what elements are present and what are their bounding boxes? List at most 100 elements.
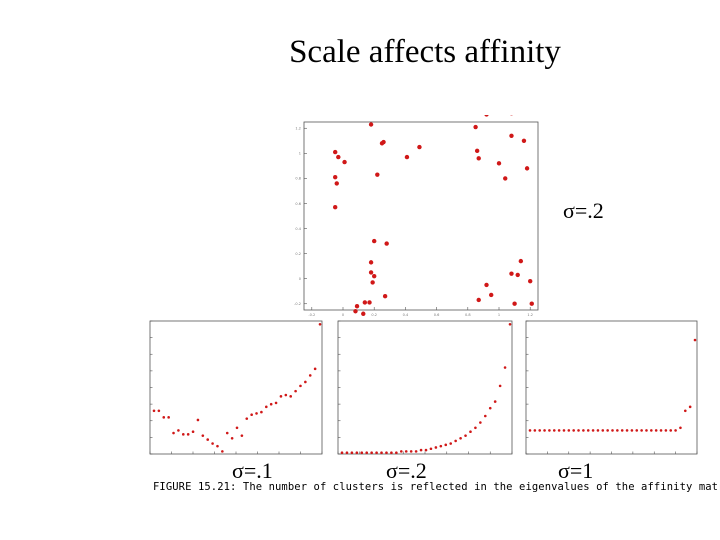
eigenvalue-point xyxy=(611,429,614,432)
y-tick-label: 1 xyxy=(299,152,301,156)
eigenvalue-point xyxy=(572,429,575,432)
eigenvalue-point xyxy=(284,393,288,397)
eigenvalue-point xyxy=(225,431,229,435)
eigenvalue-point xyxy=(177,429,180,432)
data-point xyxy=(333,149,338,155)
eigenvalue-point xyxy=(434,446,438,449)
eigenvalue-point xyxy=(548,429,551,432)
data-point xyxy=(524,166,530,171)
eigenvalue-point xyxy=(206,438,210,441)
eigenvalue-point xyxy=(355,451,359,454)
data-point xyxy=(334,181,339,186)
x-tick-label: 0.6 xyxy=(434,313,440,317)
eigenvalue-point xyxy=(167,416,170,419)
data-point xyxy=(367,300,372,305)
eigenvalue-point xyxy=(464,434,467,437)
eigenvalue-point xyxy=(255,412,258,415)
eigenvalue-point xyxy=(360,451,364,454)
eigenvalue-point xyxy=(683,409,687,413)
eigenvalue-point xyxy=(152,409,156,413)
eigenvalue-point xyxy=(444,443,448,447)
eigenvalue-point xyxy=(269,402,273,406)
eigenvalue-point xyxy=(191,430,195,434)
data-point xyxy=(342,159,347,165)
eigenvalue-point xyxy=(318,323,322,326)
eigenvalue-point xyxy=(304,380,307,384)
eigenvalue-point xyxy=(289,395,293,398)
eigenvalue-point xyxy=(469,430,472,434)
eigenvalue-point xyxy=(181,433,185,436)
y-tick-label: 0.4 xyxy=(295,227,301,231)
eigenvalue-point xyxy=(419,448,423,452)
eigenvalue-point xyxy=(385,451,388,454)
eigenvalue-plot-2-svg xyxy=(337,320,513,455)
eigenvalue-plot-1-svg xyxy=(149,320,323,455)
eigenvalue-point xyxy=(543,429,546,432)
data-point xyxy=(484,115,489,117)
eigenvalue-point xyxy=(528,429,532,432)
data-point xyxy=(476,297,481,303)
x-tick-label: 1.2 xyxy=(527,313,533,317)
eigenvalue-point xyxy=(693,338,697,342)
slide-title: Scale affects affinity xyxy=(289,34,561,70)
eigenvalue-plot-1 xyxy=(140,318,325,464)
data-point xyxy=(518,258,524,264)
eigenvalue-point xyxy=(264,405,268,409)
eigenvalue-point xyxy=(630,429,634,432)
plot-frame xyxy=(149,320,323,455)
figure-caption: FIGURE 15.21: The number of clusters is … xyxy=(153,481,720,493)
eigenvalue-point xyxy=(299,384,302,388)
data-point xyxy=(476,156,481,161)
data-point xyxy=(404,154,410,160)
eigenvalue-point xyxy=(669,429,673,432)
eigenvalue-point xyxy=(577,429,580,432)
data-point xyxy=(509,133,514,138)
eigenvalue-point xyxy=(230,436,234,440)
data-point xyxy=(509,271,514,276)
y-tick-label: -0.2 xyxy=(294,302,301,306)
data-point xyxy=(362,300,368,305)
eigenvalue-point xyxy=(370,451,373,454)
y-tick-label: 0.8 xyxy=(295,177,301,181)
eigenvalue-point xyxy=(650,429,653,432)
eigenvalue-point xyxy=(340,451,344,454)
eigenvalue-point xyxy=(533,429,537,432)
eigenvalue-point xyxy=(659,429,663,432)
eigenvalue-point xyxy=(538,429,542,432)
eigenvalue-point xyxy=(345,451,349,454)
data-point xyxy=(489,292,494,298)
eigenvalue-point xyxy=(221,450,224,453)
eigenvalue-point xyxy=(483,414,487,418)
eigenvalue-plot-3-svg xyxy=(525,320,698,455)
data-point xyxy=(529,301,534,306)
eigenvalue-point xyxy=(380,451,383,454)
data-point xyxy=(368,260,374,265)
scatter-plot-svg: -0.2 0 0.2 0.4 0.6 0.8 1 1.2 -0.2 0 0.2 0.4 0.6 0.8 1 1… xyxy=(294,115,539,317)
eigenvalue-point xyxy=(439,444,443,448)
eigenvalue-point xyxy=(186,433,190,436)
eigenvalue-point xyxy=(404,450,408,453)
eigenvalue-plot-3-label: σ=1 xyxy=(558,458,594,483)
eigenvalue-point xyxy=(582,429,585,432)
eigenvalue-point xyxy=(274,401,278,405)
eigenvalue-point xyxy=(162,416,166,419)
data-point xyxy=(333,174,338,180)
x-tick-label: 0.8 xyxy=(465,313,471,317)
x-tick-label: 0.2 xyxy=(371,313,377,317)
data-point xyxy=(512,301,517,306)
data-point xyxy=(333,205,338,210)
x-tick-label: 1 xyxy=(498,313,500,317)
eigenvalue-point xyxy=(350,451,354,454)
eigenvalue-point xyxy=(459,436,462,440)
eigenvalue-point xyxy=(157,409,161,413)
eigenvalue-point xyxy=(479,421,482,424)
eigenvalue-point xyxy=(654,429,658,432)
eigenvalue-point xyxy=(591,429,595,432)
data-point xyxy=(361,311,366,316)
eigenvalue-point xyxy=(294,389,297,393)
eigenvalue-point xyxy=(606,429,609,432)
data-point xyxy=(368,270,374,275)
data-point xyxy=(503,176,508,181)
eigenvalue-point xyxy=(240,434,244,437)
eigenvalue-point xyxy=(201,434,205,437)
